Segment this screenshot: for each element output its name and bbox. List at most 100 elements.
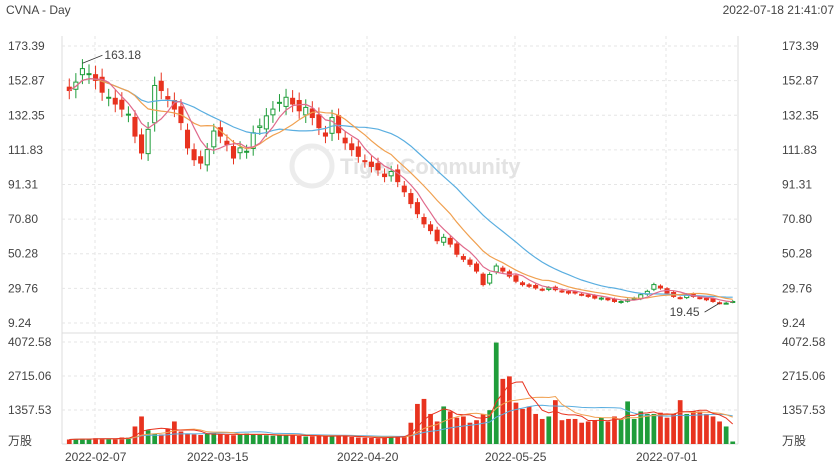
candle-down (454, 243, 460, 255)
candle-down (99, 76, 105, 93)
price-tick-right: 91.31 (782, 178, 812, 192)
candle-down (322, 132, 328, 137)
candle-down (191, 149, 197, 161)
volume-bar (651, 413, 657, 444)
volume-bar (375, 438, 381, 444)
candle-down (368, 161, 374, 167)
candle-down (526, 284, 532, 287)
volume-bar (211, 433, 217, 444)
volume-bar (487, 410, 493, 444)
volume-tick-left: 4072.58 (8, 335, 52, 349)
candle-down (290, 97, 296, 105)
candle-down (158, 80, 164, 92)
volume-bar (139, 416, 144, 444)
volume-bar (93, 438, 98, 444)
x-tick-label: 2022-05-25 (485, 450, 547, 464)
volume-bar (237, 433, 243, 444)
price-tick-left: 70.80 (8, 212, 38, 226)
volume-tick-right: 万股 (782, 434, 806, 448)
volume-tick-right: 2715.06 (782, 369, 826, 383)
price-tick-left: 173.39 (8, 39, 45, 53)
volume-bar (467, 422, 473, 444)
volume-bar (723, 426, 729, 444)
volume-bar (480, 413, 486, 444)
volume-bar (625, 401, 630, 444)
candle-down (710, 298, 716, 302)
candle-down (395, 169, 401, 183)
volume-bar (618, 418, 624, 444)
volume-bar (80, 438, 85, 444)
candle-up (152, 84, 158, 124)
volume-tick-right: 1357.53 (782, 403, 826, 417)
candle-down (467, 259, 473, 265)
volume-bar (296, 435, 302, 444)
candle-down (592, 295, 598, 299)
timestamp: 2022-07-18 21:41:07 (722, 3, 834, 17)
candle-up (598, 297, 604, 300)
price-tick-right: 70.80 (782, 212, 812, 226)
volume-bar (132, 426, 138, 444)
candle-down (565, 291, 572, 294)
volume-bar (697, 411, 703, 444)
candle-up (487, 273, 493, 284)
volume-bar (592, 420, 598, 444)
candle-down (342, 137, 348, 144)
candle-down (559, 290, 565, 293)
candle-up (276, 101, 283, 104)
volume-bar (257, 434, 263, 444)
volume-bar (112, 438, 118, 444)
candle-down (336, 115, 342, 134)
x-tick-label: 2022-04-20 (337, 450, 399, 464)
candle-up (723, 302, 729, 305)
volume-bar (395, 436, 401, 444)
volume-bar (303, 436, 309, 444)
candle-up (546, 287, 552, 290)
candle-down (519, 282, 526, 286)
candle-down (539, 288, 545, 291)
volume-bar (579, 422, 585, 444)
price-tick-left: 132.35 (8, 108, 45, 122)
volume-bar (401, 436, 407, 444)
volume-bar (552, 400, 558, 444)
volume-bar (572, 418, 578, 444)
volume-bar (428, 413, 433, 444)
high-pointer-line (82, 54, 103, 64)
volume-ma20-line (69, 404, 733, 440)
volume-bar (283, 434, 289, 444)
watermark-text: Tiger Community (340, 154, 521, 179)
candle-down (657, 285, 663, 289)
symbol-title: CVNA - Day (6, 3, 71, 17)
price-tick-right: 152.87 (782, 74, 819, 88)
candle-up (125, 113, 131, 116)
volume-tick-left: 万股 (8, 434, 32, 448)
price-tick-left: 91.31 (8, 178, 38, 192)
price-tick-right: 29.76 (782, 281, 812, 295)
volume-bar (559, 420, 565, 444)
x-tick-label: 2022-02-07 (65, 450, 127, 464)
low-annotation: 19.45 (670, 305, 700, 319)
candle-up (270, 108, 276, 116)
volume-bar (526, 406, 532, 444)
volume-bar (690, 411, 696, 444)
candle-down (165, 96, 171, 100)
volume-bar (244, 433, 250, 444)
volume-tick-right: 4072.58 (782, 335, 826, 349)
candle-up (651, 284, 657, 290)
volume-bar (119, 437, 125, 444)
chart-header: CVNA - Day 2022-07-18 21:41:07 (0, 0, 840, 20)
candle-down (513, 275, 519, 282)
volume-bar (355, 437, 361, 444)
candle-down (316, 114, 322, 129)
candle-up (618, 300, 624, 303)
volume-bar (513, 402, 519, 444)
candle-down (355, 146, 361, 157)
volume-bar (349, 436, 355, 444)
volume-bar (566, 418, 571, 444)
candle-down (533, 285, 539, 289)
candle-up (257, 125, 263, 128)
volume-bar (730, 441, 736, 444)
candle-down (447, 237, 453, 245)
candle-down (401, 185, 407, 193)
volume-bar (369, 437, 374, 444)
